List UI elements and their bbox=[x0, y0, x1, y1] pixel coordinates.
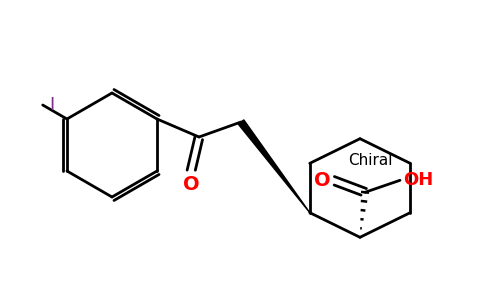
Text: O: O bbox=[183, 175, 199, 194]
Text: Chiral: Chiral bbox=[348, 153, 392, 168]
Text: OH: OH bbox=[403, 171, 433, 189]
Text: O: O bbox=[314, 171, 330, 190]
Text: I: I bbox=[49, 96, 54, 114]
Polygon shape bbox=[238, 120, 310, 213]
